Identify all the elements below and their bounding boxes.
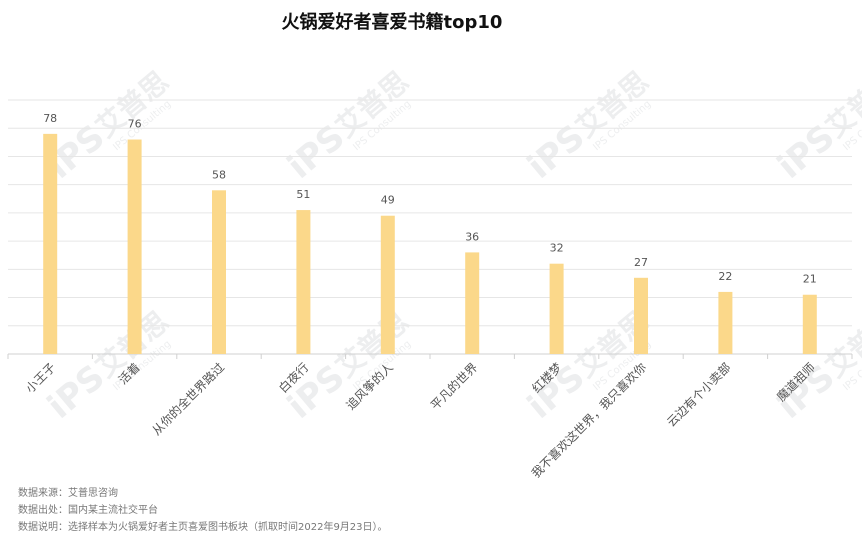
bar [380,215,395,354]
footnote-source: 数据来源：艾普思咨询 [18,488,118,499]
chart-title: 火锅爱好者喜爱书籍top10 [281,12,503,33]
data-label: 78 [43,112,57,125]
data-label: 32 [550,242,564,255]
bar [465,252,480,354]
data-label: 49 [381,194,395,207]
bar [718,291,733,354]
x-tick-label: 平凡的世界 [427,360,480,413]
bar [212,190,226,354]
footnote-note: 数据说明：选择样本为火锅爱好者主页喜爱图书板块（抓取时间2022年9月23日）。 [18,522,388,533]
data-label: 22 [718,270,732,283]
bar [43,133,58,354]
footnotes: 数据来源：艾普思咨询 数据出处：国内某主流社交平台 数据说明：选择样本为火锅爱好… [18,485,388,536]
data-label: 21 [803,273,817,286]
data-label: 51 [296,188,310,201]
data-label: 58 [212,168,226,181]
bar [296,210,311,354]
footnote-origin: 数据出处：国内某主流社交平台 [18,505,158,516]
x-tick-label: 云边有个小卖部 [664,360,734,430]
data-label: 36 [465,230,479,243]
bar [127,139,142,354]
x-tick-label: 从你的全世界路过 [149,360,227,438]
bar [549,263,564,354]
data-label: 27 [634,256,648,269]
bar [802,294,817,354]
data-label: 76 [128,118,142,131]
bar [634,277,648,354]
